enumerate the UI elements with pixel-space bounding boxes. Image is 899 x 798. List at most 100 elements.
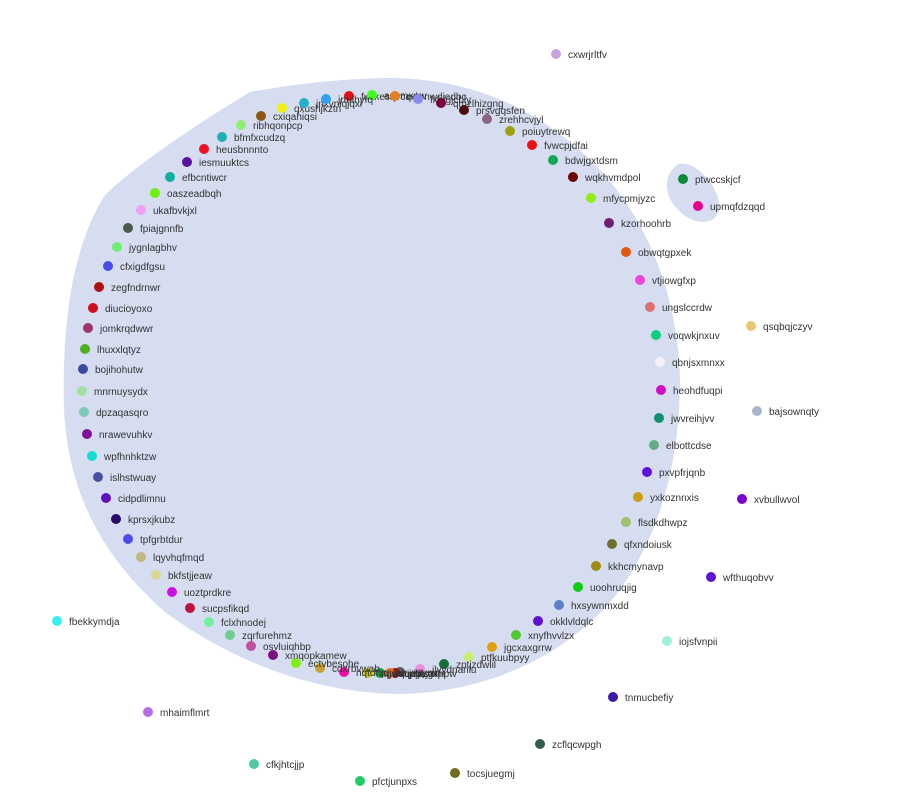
node[interactable]: islhstwuay xyxy=(93,472,156,484)
node-dot[interactable] xyxy=(450,768,460,778)
node[interactable]: sucpsfikqd xyxy=(185,603,249,615)
node[interactable]: asbmxmv xyxy=(367,90,427,102)
node-dot[interactable] xyxy=(79,407,89,417)
node-dot[interactable] xyxy=(355,776,365,786)
node-dot[interactable] xyxy=(249,759,259,769)
node-dot[interactable] xyxy=(236,120,246,130)
node-dot[interactable] xyxy=(93,472,103,482)
node[interactable]: wqkhvmdpol xyxy=(568,172,641,184)
node[interactable]: mnrnuysydx xyxy=(77,386,148,398)
node-dot[interactable] xyxy=(88,303,98,313)
node-dot[interactable] xyxy=(487,642,497,652)
node[interactable]: jgcxaxgrrw xyxy=(487,642,553,654)
node[interactable]: rtgwqtrcbi xyxy=(363,668,423,680)
node-dot[interactable] xyxy=(78,364,88,374)
node[interactable]: jomkrqdwwr xyxy=(83,323,154,335)
node[interactable]: qsqbqjczyv xyxy=(746,321,812,333)
node-dot[interactable] xyxy=(367,90,377,100)
node[interactable]: jrtulhyfq xyxy=(321,94,373,106)
node-dot[interactable] xyxy=(112,242,122,252)
node-dot[interactable] xyxy=(225,630,235,640)
node-dot[interactable] xyxy=(291,658,301,668)
node-dot[interactable] xyxy=(315,663,325,673)
node[interactable]: zcflqcwpgh xyxy=(535,739,601,751)
node-dot[interactable] xyxy=(80,344,90,354)
node[interactable]: fclxhnodej xyxy=(204,617,266,629)
node-dot[interactable] xyxy=(277,103,287,113)
node-dot[interactable] xyxy=(591,561,601,571)
node-dot[interactable] xyxy=(150,188,160,198)
node[interactable]: lhuxxlqtyz xyxy=(80,344,141,356)
node[interactable]: flsdkdhwpz xyxy=(621,517,687,529)
node-dot[interactable] xyxy=(363,668,373,678)
node-dot[interactable] xyxy=(101,493,111,503)
node-dot[interactable] xyxy=(633,492,643,502)
node[interactable]: jygnlagbhv xyxy=(112,242,177,254)
node[interactable]: mfycpmjyzc xyxy=(586,193,655,205)
node[interactable]: tpfgrbtdur xyxy=(123,534,183,546)
node[interactable]: zptjzdwlil xyxy=(439,659,496,671)
node-dot[interactable] xyxy=(752,406,762,416)
node[interactable]: ilyydnanlu xyxy=(415,664,476,676)
node-dot[interactable] xyxy=(165,172,175,182)
node-dot[interactable] xyxy=(604,218,614,228)
node-dot[interactable] xyxy=(464,652,474,662)
node-dot[interactable] xyxy=(642,467,652,477)
node[interactable]: okklvldqlc xyxy=(533,616,593,628)
node[interactable]: diucioyoxo xyxy=(88,303,153,315)
node[interactable]: cfxigdfgsu xyxy=(103,261,165,273)
node-dot[interactable] xyxy=(436,98,446,108)
node[interactable]: nrawevuhkv xyxy=(82,429,152,441)
node-dot[interactable] xyxy=(375,668,385,678)
node-dot[interactable] xyxy=(413,94,423,104)
node-dot[interactable] xyxy=(511,630,521,640)
node[interactable]: bajsownqty xyxy=(752,406,819,418)
node-dot[interactable] xyxy=(656,385,666,395)
node[interactable]: bkfstjjeaw xyxy=(151,570,213,582)
node-dot[interactable] xyxy=(693,201,703,211)
node-dot[interactable] xyxy=(217,132,227,142)
node-dot[interactable] xyxy=(199,144,209,154)
node-dot[interactable] xyxy=(83,323,93,333)
node-dot[interactable] xyxy=(390,91,400,101)
node-dot[interactable] xyxy=(548,155,558,165)
node[interactable]: ribhqonpcp xyxy=(236,120,303,132)
node[interactable]: wvqpwzg xyxy=(375,668,433,680)
node-dot[interactable] xyxy=(77,386,87,396)
node-dot[interactable] xyxy=(415,664,425,674)
node[interactable]: ptfkuubpyy xyxy=(464,652,529,664)
node-dot[interactable] xyxy=(527,140,537,150)
node[interactable]: prsvgqsfen xyxy=(459,105,525,117)
node[interactable]: wfthuqobvv xyxy=(706,572,774,584)
node[interactable]: uoztprdkre xyxy=(167,587,232,599)
node-dot[interactable] xyxy=(568,172,578,182)
node[interactable]: ptwccskjcf xyxy=(678,174,741,186)
node-dot[interactable] xyxy=(621,517,631,527)
node[interactable]: osvluiqhbp xyxy=(246,641,311,653)
node-dot[interactable] xyxy=(143,707,153,717)
node-dot[interactable] xyxy=(321,94,331,104)
node[interactable]: lqyvhqfmqd xyxy=(136,552,204,564)
node-dot[interactable] xyxy=(339,667,349,677)
node-dot[interactable] xyxy=(607,539,617,549)
node-dot[interactable] xyxy=(439,659,449,669)
node-dot[interactable] xyxy=(167,587,177,597)
node-dot[interactable] xyxy=(746,321,756,331)
node-dot[interactable] xyxy=(123,223,133,233)
node-dot[interactable] xyxy=(268,650,278,660)
node[interactable]: upmqfdzqqd xyxy=(693,201,765,213)
node[interactable]: bfmfxcudzq xyxy=(217,132,285,144)
node-dot[interactable] xyxy=(586,193,596,203)
node[interactable]: iojsfvnpii xyxy=(662,636,717,648)
node-dot[interactable] xyxy=(551,49,561,59)
node-dot[interactable] xyxy=(185,603,195,613)
node[interactable]: fkbjgjcbly xyxy=(413,94,471,106)
node[interactable]: tqdjbcaqn xyxy=(385,668,445,680)
node[interactable]: oaszeadbqh xyxy=(150,188,222,200)
node[interactable]: bdwjgxtdsm xyxy=(548,155,618,167)
node[interactable]: cfkjhtcjjp xyxy=(249,759,305,771)
node[interactable]: heohdfuqpi xyxy=(656,385,723,397)
node-dot[interactable] xyxy=(344,91,354,101)
node-dot[interactable] xyxy=(151,570,161,580)
node[interactable]: cidpdlimnu xyxy=(101,493,166,505)
